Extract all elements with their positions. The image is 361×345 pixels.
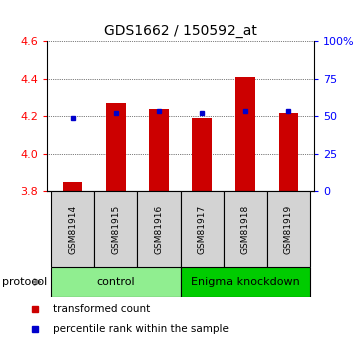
- Bar: [106, 103, 126, 191]
- Text: Enigma knockdown: Enigma knockdown: [191, 277, 300, 287]
- Bar: [149, 109, 169, 191]
- Bar: [279, 113, 298, 191]
- Text: percentile rank within the sample: percentile rank within the sample: [53, 324, 229, 334]
- Bar: [94, 191, 138, 267]
- Bar: [192, 118, 212, 191]
- Bar: [267, 191, 310, 267]
- Text: control: control: [96, 277, 135, 287]
- Bar: [51, 267, 180, 297]
- Text: GSM81917: GSM81917: [197, 205, 206, 254]
- Text: GSM81915: GSM81915: [112, 205, 120, 254]
- Text: protocol: protocol: [2, 277, 47, 287]
- Text: GSM81918: GSM81918: [241, 205, 249, 254]
- Bar: [63, 182, 82, 191]
- Bar: [51, 191, 94, 267]
- Bar: [180, 191, 223, 267]
- Text: GSM81914: GSM81914: [68, 205, 77, 254]
- Title: GDS1662 / 150592_at: GDS1662 / 150592_at: [104, 23, 257, 38]
- Text: transformed count: transformed count: [53, 304, 151, 314]
- Bar: [223, 191, 267, 267]
- Bar: [180, 267, 310, 297]
- Text: GSM81919: GSM81919: [284, 205, 293, 254]
- Bar: [138, 191, 180, 267]
- Text: GSM81916: GSM81916: [155, 205, 164, 254]
- Bar: [235, 77, 255, 191]
